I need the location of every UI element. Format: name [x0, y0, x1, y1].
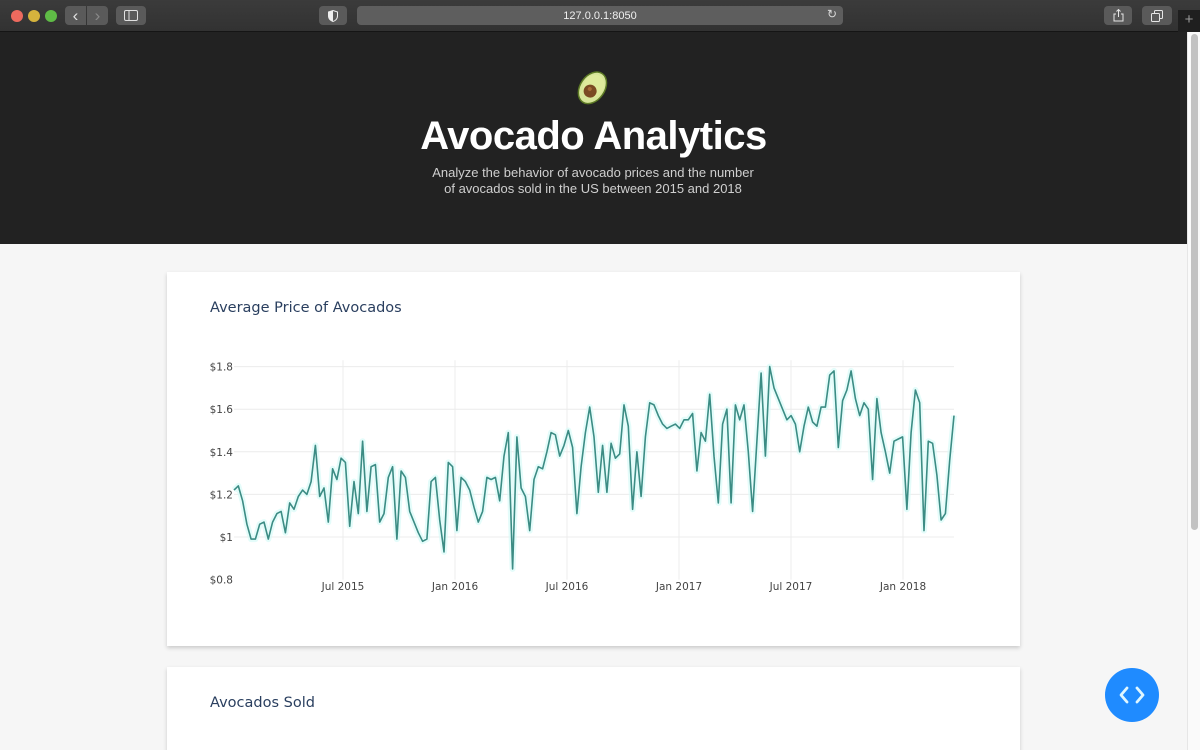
x-tick-label: Jan 2017	[655, 581, 702, 593]
sidebar-icon	[124, 10, 138, 21]
y-tick-label: $1	[220, 532, 233, 544]
maximize-window-button[interactable]	[45, 10, 57, 22]
reload-icon[interactable]: ↻	[826, 7, 837, 21]
code-brackets-icon	[1119, 686, 1145, 704]
browser-toolbar: ‹ › 127.0.0.1:8050 ↻ +	[0, 0, 1200, 32]
chevron-left-icon: ‹	[72, 6, 79, 25]
share-button[interactable]	[1104, 6, 1132, 25]
x-tick-label: Jan 2018	[879, 581, 926, 593]
url-text: 127.0.0.1:8050	[563, 9, 637, 22]
y-tick-label: $1.2	[210, 489, 233, 501]
page-content: Avocado Analytics Analyze the behavior o…	[0, 32, 1187, 750]
price-line-chart[interactable]: $0.8 $1 $1.2 $1.4 $1.6 $1.8 Jul 2015 Jan 2016 Ju…	[167, 272, 1020, 646]
y-tick-label: $1.6	[210, 404, 234, 416]
page-subtitle: Analyze the behavior of avocado prices a…	[432, 165, 754, 196]
shield-icon	[328, 9, 338, 22]
plus-icon: +	[1184, 11, 1194, 28]
y-tick-label: $1.4	[210, 447, 234, 459]
x-tick-label: Jan 2016	[431, 581, 479, 593]
minimize-window-button[interactable]	[28, 10, 40, 22]
page-title: Avocado Analytics	[420, 114, 767, 158]
dev-tools-button[interactable]	[1105, 668, 1159, 722]
tab-overview-button[interactable]	[1142, 6, 1172, 25]
forward-button[interactable]: ›	[87, 6, 108, 25]
x-tick-label: Jul 2016	[545, 581, 589, 593]
tabs-overview-icon	[1151, 9, 1163, 22]
y-tick-label: $1.8	[210, 362, 233, 374]
volume-chart-title: Avocados Sold	[210, 695, 315, 711]
sidebar-toggle-button[interactable]	[116, 6, 146, 25]
volume-chart-card: Avocados Sold	[167, 667, 1020, 750]
share-icon	[1113, 9, 1123, 22]
avocado-icon	[577, 71, 608, 105]
price-chart-card: Average Price of Avocados $0.8 $1 $1.2 $1.4…	[167, 272, 1020, 646]
price-line[interactable]	[233, 365, 955, 570]
back-button[interactable]: ‹	[65, 6, 86, 25]
address-bar[interactable]: 127.0.0.1:8050 ↻	[357, 6, 843, 25]
chevron-right-icon: ›	[94, 6, 101, 25]
x-tick-label: Jul 2015	[321, 581, 365, 593]
new-tab-button[interactable]: +	[1178, 10, 1200, 32]
scrollbar-thumb[interactable]	[1191, 34, 1198, 530]
header: Avocado Analytics Analyze the behavior o…	[0, 32, 1187, 244]
y-tick-label: $0.8	[210, 575, 233, 587]
close-window-button[interactable]	[11, 10, 23, 22]
page-scrollbar[interactable]	[1187, 32, 1200, 750]
privacy-report-button[interactable]	[319, 6, 347, 25]
x-tick-label: Jul 2017	[769, 581, 813, 593]
price-chart-title: Average Price of Avocados	[210, 300, 402, 316]
